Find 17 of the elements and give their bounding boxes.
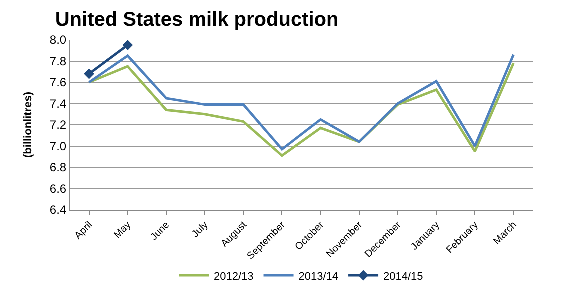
x-tick-label: May	[112, 220, 134, 242]
y-tick-label: 7.8	[50, 54, 67, 68]
chart-title: United States milk production	[55, 9, 339, 32]
legend-label: 2013/14	[298, 270, 339, 283]
y-tick-label: 7.0	[50, 139, 67, 154]
y-axis-title: (billionlitres)	[22, 92, 35, 158]
y-tick-label: 6.4	[50, 203, 67, 218]
y-tick-label: 6.8	[50, 160, 67, 175]
y-tick-label: 6.6	[50, 182, 67, 196]
x-tick-label: June	[149, 220, 172, 243]
y-tick-label: 8.0	[50, 33, 67, 48]
y-tick-label: 7.6	[50, 76, 67, 90]
y-tick-label: 7.4	[50, 96, 67, 111]
x-tick-label: July	[190, 220, 211, 240]
legend-label: 2014/15	[384, 270, 424, 283]
legend-label: 2012/13	[214, 270, 254, 283]
y-tick-label: 7.2	[50, 118, 67, 132]
